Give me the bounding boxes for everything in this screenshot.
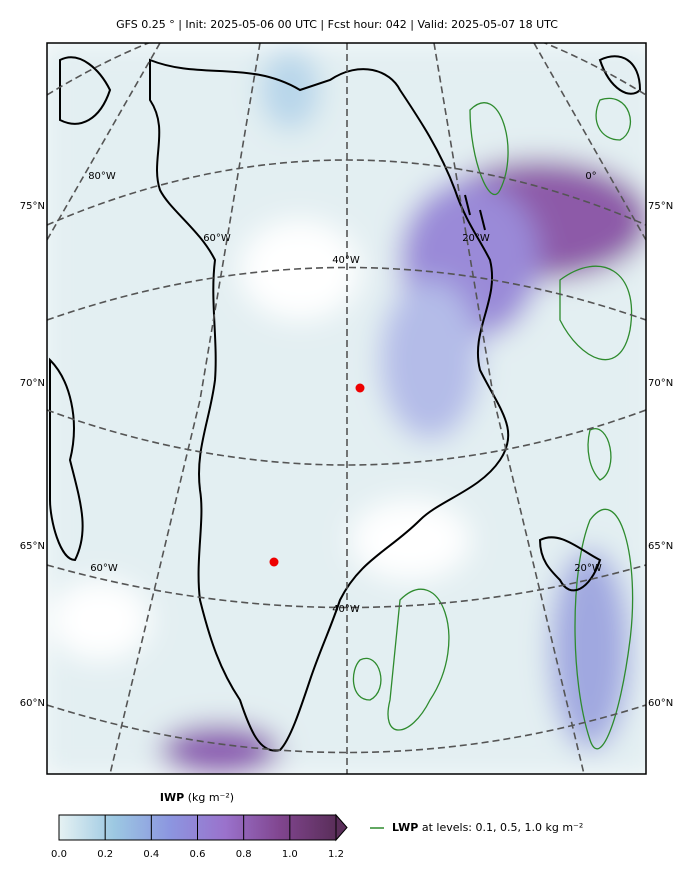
map-frame <box>46 42 647 775</box>
lon-label: 40°W <box>332 604 360 615</box>
lon-label: 20°W <box>574 563 602 574</box>
lwp-contours <box>352 97 634 750</box>
lat-labels: 75°N 70°N 65°N 60°N 75°N 70°N 65°N 60°N <box>20 201 673 709</box>
station-marker <box>269 557 279 567</box>
colorbar-tick-label: 0.2 <box>97 849 113 860</box>
coastline <box>49 55 642 752</box>
colorbar-tick-label: 0.8 <box>236 849 252 860</box>
colorbar-tick-label: 1.2 <box>328 849 344 860</box>
colorbar-tick-label: 0.0 <box>51 849 67 860</box>
lon-label: 40°W <box>332 255 360 266</box>
colorbar-tick-label: 1.0 <box>282 849 298 860</box>
lat-label: 75°N <box>20 201 45 212</box>
lon-label: 20°W <box>462 233 490 244</box>
lon-label: 80°W <box>88 171 116 182</box>
legend-text: LWP at levels: 0.1, 0.5, 1.0 kg m⁻² <box>392 821 583 834</box>
colorbar: 0.0 0.2 0.4 0.6 0.8 1.0 1.2 <box>51 813 348 860</box>
iwp-field <box>47 43 646 774</box>
lon-labels: 80°W 60°W 40°W 20°W 0° 60°W 40°W 20°W <box>88 171 602 615</box>
lat-label: 65°N <box>20 541 45 552</box>
lat-label: 70°N <box>648 378 673 389</box>
title: GFS 0.25 ° | Init: 2025-05-06 00 UTC | F… <box>116 18 558 31</box>
legend-bold: LWP <box>392 821 418 834</box>
colorbar-extension <box>335 813 348 842</box>
colorbar-label-bold: IWP <box>160 791 184 804</box>
colorbar-label-unit: (kg m⁻²) <box>188 791 234 804</box>
graticule <box>47 43 646 774</box>
colorbar-label: IWP (kg m⁻²) <box>160 791 234 804</box>
lat-label: 70°N <box>20 378 45 389</box>
lat-label: 60°N <box>20 698 45 709</box>
lat-label: 65°N <box>648 541 673 552</box>
colorbar-tick-label: 0.6 <box>190 849 206 860</box>
legend-rest: at levels: 0.1, 0.5, 1.0 kg m⁻² <box>422 821 583 834</box>
map-panel <box>47 43 646 774</box>
lat-label: 75°N <box>648 201 673 212</box>
lon-label: 60°W <box>203 233 231 244</box>
lon-label: 60°W <box>90 563 118 574</box>
station-marker <box>355 383 365 393</box>
lon-label: 0° <box>585 171 596 182</box>
lat-label: 60°N <box>648 698 673 709</box>
colorbar-tick-label: 0.4 <box>143 849 159 860</box>
